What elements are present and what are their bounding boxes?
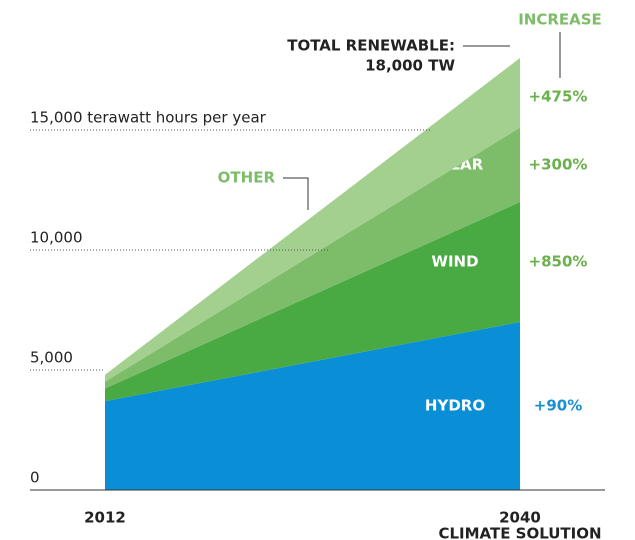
x-tick-label: 2040 — [499, 509, 541, 527]
series-label: WIND — [431, 253, 478, 271]
annotation: TOTAL RENEWABLE: — [287, 37, 455, 55]
increase-label: +475% — [529, 88, 588, 106]
increase-label: +850% — [529, 253, 588, 271]
y-tick-label: 0 — [30, 469, 40, 487]
area — [105, 58, 520, 382]
area — [105, 322, 520, 490]
x-sublabel: CLIMATE SOLUTION — [438, 525, 601, 540]
increase-label: +90% — [534, 397, 582, 415]
series-label: OTHER — [218, 169, 276, 187]
series-label: HYDRO — [425, 397, 485, 415]
increase-label: +300% — [529, 155, 588, 173]
y-tick-label: 15,000 terawatt hours per year — [30, 109, 267, 127]
y-tick-label: 10,000 — [30, 229, 83, 247]
x-tick-label: 2012 — [84, 509, 126, 527]
leader-line — [283, 177, 309, 210]
annotation: 18,000 TW — [365, 57, 455, 75]
increase-header: INCREASE — [518, 11, 602, 29]
y-tick-label: 5,000 — [30, 349, 73, 367]
area — [105, 127, 520, 389]
area — [105, 202, 520, 402]
